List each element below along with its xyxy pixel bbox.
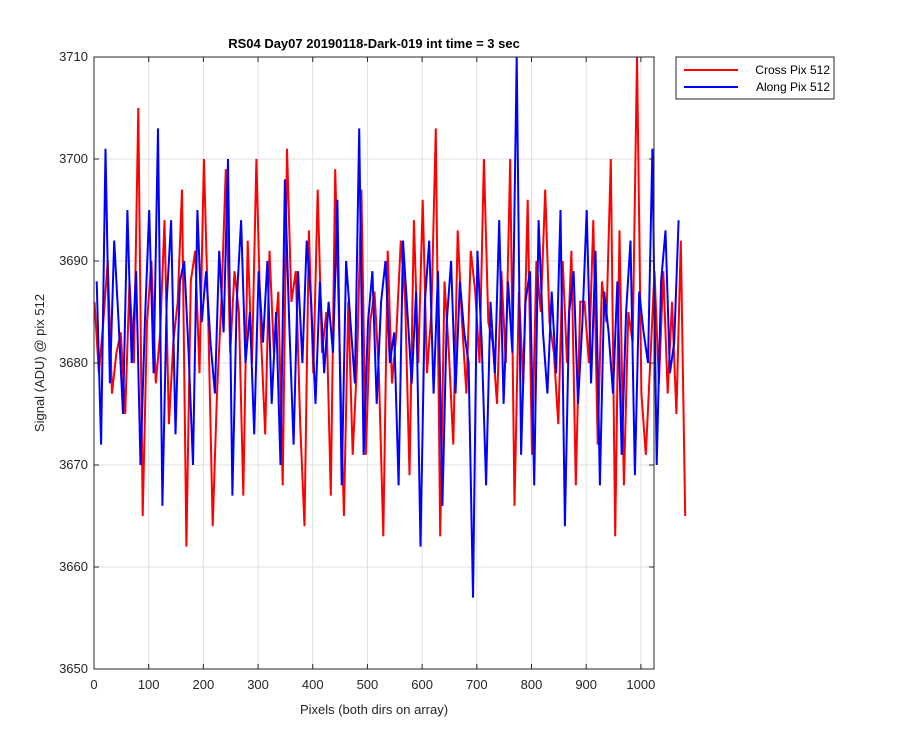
x-tick-label: 1000 <box>626 677 655 692</box>
y-tick-label: 3680 <box>59 355 88 370</box>
x-axis-label: Pixels (both dirs on array) <box>300 702 448 717</box>
series-line-along-pix <box>95 56 680 598</box>
data-series <box>93 56 687 598</box>
legend-label-cross: Cross Pix 512 <box>755 63 830 77</box>
chart-title: RS04 Day07 20190118-Dark-019 int time = … <box>228 36 520 51</box>
series-line-cross-pix <box>93 56 687 547</box>
axis-ticks: 0 100 200 300 400 500 600 700 800 900 1000 3650 3660… <box>59 49 655 692</box>
y-axis-label: Signal (ADU) @ pix 512 <box>32 294 47 432</box>
legend: Cross Pix 512 Along Pix 512 <box>675 56 835 100</box>
legend-box <box>675 56 835 100</box>
y-tick-label: 3710 <box>59 49 88 64</box>
y-tick-label: 3660 <box>59 559 88 574</box>
y-tick-label: 3690 <box>59 253 88 268</box>
y-tick-label: 3650 <box>59 661 88 676</box>
x-tick-label: 600 <box>411 677 433 692</box>
x-tick-label: 800 <box>521 677 543 692</box>
y-tick-label: 3700 <box>59 151 88 166</box>
legend-label-along: Along Pix 512 <box>756 80 830 94</box>
x-tick-label: 200 <box>193 677 215 692</box>
x-tick-label: 100 <box>138 677 160 692</box>
x-tick-label: 0 <box>90 677 97 692</box>
y-tick-label: 3670 <box>59 457 88 472</box>
x-tick-label: 300 <box>247 677 269 692</box>
x-tick-label: 400 <box>302 677 324 692</box>
x-tick-label: 500 <box>357 677 379 692</box>
x-tick-label: 900 <box>575 677 597 692</box>
x-tick-label: 700 <box>466 677 488 692</box>
